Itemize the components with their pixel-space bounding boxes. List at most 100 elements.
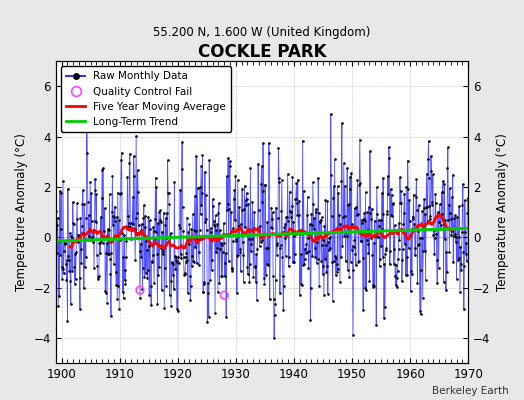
Point <box>96 240 104 246</box>
Point <box>401 272 410 278</box>
Point <box>184 229 193 235</box>
Y-axis label: Temperature Anomaly (°C): Temperature Anomaly (°C) <box>15 133 28 291</box>
Point <box>315 219 324 226</box>
Point <box>129 221 137 227</box>
Point <box>191 244 200 250</box>
Point <box>440 181 449 188</box>
Point <box>429 171 437 177</box>
Point <box>342 258 350 264</box>
Point <box>182 254 190 260</box>
Point <box>386 248 395 254</box>
Point <box>369 282 377 289</box>
Point <box>462 240 471 246</box>
Point <box>406 231 414 238</box>
Point <box>368 252 377 258</box>
Point <box>378 190 386 196</box>
Point <box>84 237 92 243</box>
Point <box>187 283 195 289</box>
Point <box>282 214 290 220</box>
Point <box>362 286 370 293</box>
Point <box>408 214 417 220</box>
Point <box>223 173 231 180</box>
Point <box>346 174 354 180</box>
Point <box>249 274 257 280</box>
Point <box>388 192 396 198</box>
Point <box>253 297 261 303</box>
Point <box>256 223 264 229</box>
Point <box>104 226 113 233</box>
Point <box>283 213 291 220</box>
Point <box>100 236 108 242</box>
Point <box>433 211 442 218</box>
Point <box>281 253 290 259</box>
Point <box>172 257 180 263</box>
Point <box>223 200 232 207</box>
Point <box>287 214 295 220</box>
Point <box>175 222 183 228</box>
Point <box>459 249 467 256</box>
Point <box>181 259 190 266</box>
Point <box>90 265 98 272</box>
Point <box>390 222 399 228</box>
Point <box>212 249 220 256</box>
Point <box>386 261 394 267</box>
Point <box>188 262 196 269</box>
Point <box>227 266 236 273</box>
Point <box>463 258 471 264</box>
Point <box>390 246 398 253</box>
Point <box>312 259 321 266</box>
Point <box>342 228 351 235</box>
Point <box>219 232 227 238</box>
Point <box>140 202 148 208</box>
Point <box>105 251 113 258</box>
Point <box>254 161 263 167</box>
Point <box>398 257 407 263</box>
Point <box>325 234 334 241</box>
Point <box>255 242 264 249</box>
Point <box>416 307 424 314</box>
Point <box>139 215 148 221</box>
Point <box>288 203 296 210</box>
Point <box>103 299 111 306</box>
Point <box>305 221 314 227</box>
Point <box>291 251 299 257</box>
Point <box>214 289 222 296</box>
Point <box>371 233 379 239</box>
Point <box>443 165 452 171</box>
Point <box>290 233 298 239</box>
Point <box>159 210 168 216</box>
Point <box>461 197 469 204</box>
Point <box>85 233 93 240</box>
Point <box>264 244 272 251</box>
Point <box>165 201 173 207</box>
Point <box>67 232 75 239</box>
Point <box>432 200 440 206</box>
Point <box>418 235 426 241</box>
Point <box>84 212 93 218</box>
Point <box>90 218 99 224</box>
Point <box>307 211 315 217</box>
Point <box>178 139 187 145</box>
Point <box>379 210 388 217</box>
Point <box>79 187 87 193</box>
Point <box>290 259 299 265</box>
Point <box>264 262 272 268</box>
Point <box>335 226 343 232</box>
Point <box>383 208 391 214</box>
Point <box>199 289 208 295</box>
Point <box>412 194 420 200</box>
Point <box>153 251 161 258</box>
Point <box>277 208 286 214</box>
Point <box>120 232 128 238</box>
Point <box>460 263 468 269</box>
Point <box>194 248 203 255</box>
Point <box>337 178 345 185</box>
Point <box>163 235 171 242</box>
Point <box>220 220 228 226</box>
Point <box>170 286 178 292</box>
Point <box>169 261 178 267</box>
Point <box>414 202 423 208</box>
Point <box>229 238 237 245</box>
Point <box>337 120 346 126</box>
Point <box>374 234 382 240</box>
